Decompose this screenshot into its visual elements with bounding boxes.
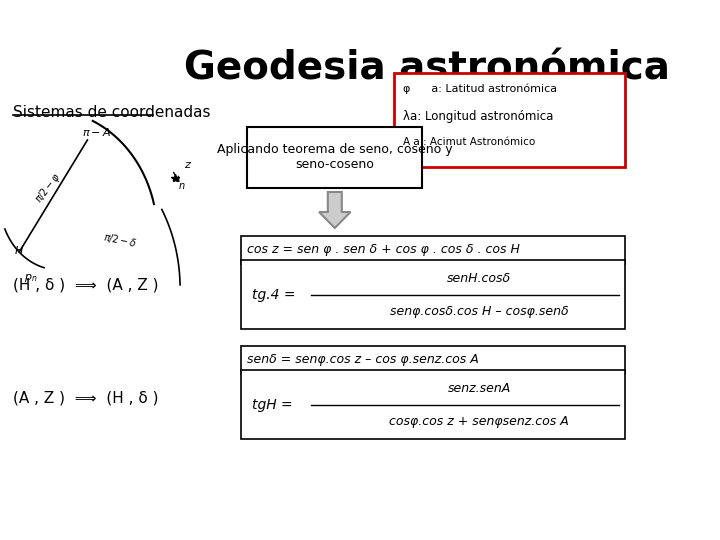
Text: $p_n$: $p_n$ bbox=[24, 272, 37, 284]
Text: tg.4 =: tg.4 = bbox=[252, 287, 295, 301]
Text: senH.cosδ: senH.cosδ bbox=[447, 272, 511, 285]
Text: $H$: $H$ bbox=[14, 244, 24, 256]
Polygon shape bbox=[319, 192, 351, 228]
Text: Sistemas de coordenadas: Sistemas de coordenadas bbox=[13, 105, 211, 120]
Text: (H , δ )  ⟹  (A , Z ): (H , δ ) ⟹ (A , Z ) bbox=[13, 278, 158, 293]
Text: $\pi/2-\varphi$: $\pi/2-\varphi$ bbox=[32, 170, 65, 206]
Text: Geodesia astronómica: Geodesia astronómica bbox=[184, 50, 670, 88]
Text: $n$: $n$ bbox=[179, 181, 186, 191]
Text: A a : Acimut Astronómico: A a : Acimut Astronómico bbox=[403, 137, 535, 147]
FancyBboxPatch shape bbox=[241, 260, 625, 329]
Text: λa: Longitud astronómica: λa: Longitud astronómica bbox=[403, 110, 554, 123]
Text: (A , Z )  ⟹  (H , δ ): (A , Z ) ⟹ (H , δ ) bbox=[13, 390, 158, 406]
Text: senδ = senφ.cos z – cos φ.senz.cos A: senδ = senφ.cos z – cos φ.senz.cos A bbox=[248, 354, 479, 367]
Text: cosφ.cos z + senφsenz.cos A: cosφ.cos z + senφsenz.cos A bbox=[389, 415, 569, 428]
Text: Aplicando teorema de seno, coseno y
seno-coseno: Aplicando teorema de seno, coseno y seno… bbox=[217, 144, 452, 172]
FancyBboxPatch shape bbox=[241, 346, 625, 374]
FancyBboxPatch shape bbox=[241, 370, 625, 439]
Text: φ      a: Latitud astronómica: φ a: Latitud astronómica bbox=[403, 83, 557, 93]
Text: tgH =: tgH = bbox=[252, 397, 292, 411]
Text: cos z = sen φ . sen δ + cos φ . cos δ . cos H: cos z = sen φ . sen δ + cos φ . cos δ . … bbox=[248, 244, 521, 256]
FancyBboxPatch shape bbox=[395, 73, 625, 167]
FancyBboxPatch shape bbox=[246, 127, 422, 188]
Text: $z$: $z$ bbox=[184, 160, 192, 170]
Text: senz.senA: senz.senA bbox=[447, 381, 510, 395]
Text: $\pi - A$: $\pi - A$ bbox=[81, 126, 111, 138]
FancyBboxPatch shape bbox=[241, 236, 625, 264]
Text: senφ.cosδ.cos H – cosφ.senδ: senφ.cosδ.cos H – cosφ.senδ bbox=[390, 305, 568, 318]
Text: $\pi/2-\delta$: $\pi/2-\delta$ bbox=[102, 230, 139, 250]
